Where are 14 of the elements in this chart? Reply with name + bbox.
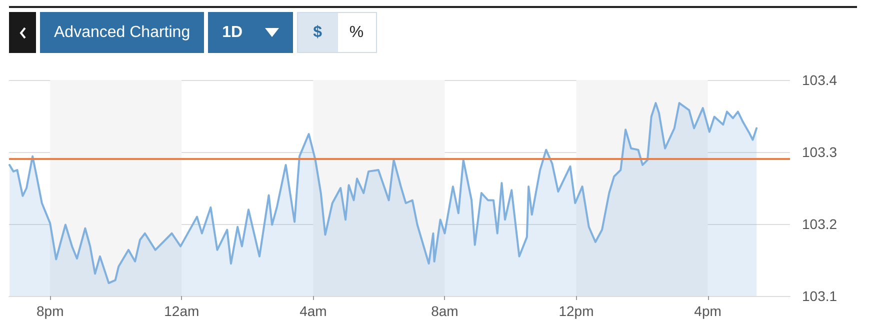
x-tick-label: 12am bbox=[164, 303, 200, 319]
x-tick-label: 4am bbox=[300, 303, 327, 319]
text: % bbox=[349, 24, 364, 42]
text: $ bbox=[313, 24, 322, 42]
y-tick-label: 103.3 bbox=[802, 144, 838, 160]
x-tick-label: 4pm bbox=[694, 303, 722, 319]
y-tick-label: 103.2 bbox=[802, 216, 838, 232]
x-tick-label: 8pm bbox=[36, 303, 64, 319]
x-tick-label: 8am bbox=[431, 303, 458, 319]
x-tick-label: 12pm bbox=[558, 303, 594, 319]
text: Advanced Charting bbox=[54, 24, 190, 42]
y-tick-label: 103.4 bbox=[802, 72, 838, 88]
y-tick-label: 103.1 bbox=[802, 288, 838, 304]
text: 1D bbox=[222, 24, 243, 42]
